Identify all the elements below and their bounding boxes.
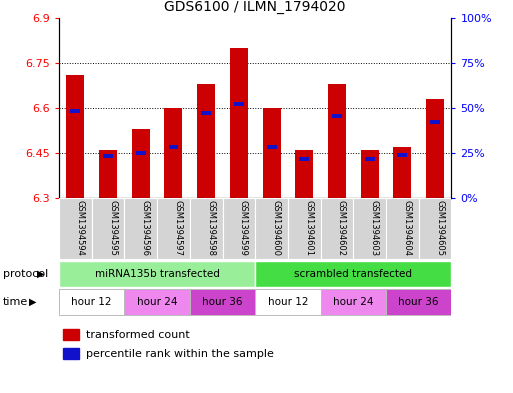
Text: GSM1394602: GSM1394602: [337, 200, 346, 256]
Bar: [267, 145, 277, 149]
Text: miRNA135b transfected: miRNA135b transfected: [95, 268, 220, 279]
Bar: [386, 289, 451, 315]
Text: percentile rank within the sample: percentile rank within the sample: [87, 349, 274, 359]
Text: time: time: [3, 297, 28, 307]
Bar: [234, 102, 244, 105]
Title: GDS6100 / ILMN_1794020: GDS6100 / ILMN_1794020: [165, 0, 346, 14]
Bar: [398, 153, 407, 157]
Text: transformed count: transformed count: [87, 330, 190, 340]
Text: ▶: ▶: [37, 268, 45, 279]
Bar: [70, 109, 81, 113]
Text: GSM1394598: GSM1394598: [206, 200, 215, 256]
Text: protocol: protocol: [3, 268, 48, 279]
Bar: [63, 329, 78, 340]
Text: GSM1394600: GSM1394600: [271, 200, 281, 256]
Bar: [255, 289, 321, 315]
Bar: [92, 198, 125, 259]
Bar: [63, 349, 78, 359]
Bar: [255, 261, 451, 286]
Bar: [230, 48, 248, 198]
Text: GSM1394594: GSM1394594: [75, 200, 84, 256]
Bar: [419, 198, 451, 259]
Bar: [353, 198, 386, 259]
Text: hour 36: hour 36: [399, 297, 439, 307]
Text: GSM1394597: GSM1394597: [173, 200, 183, 256]
Bar: [59, 198, 92, 259]
Bar: [165, 108, 183, 198]
Bar: [157, 198, 190, 259]
Bar: [168, 145, 179, 149]
Bar: [288, 198, 321, 259]
Text: GSM1394605: GSM1394605: [435, 200, 444, 256]
Text: ▶: ▶: [29, 297, 36, 307]
Bar: [321, 198, 353, 259]
Bar: [59, 289, 124, 315]
Text: scrambled transfected: scrambled transfected: [294, 268, 412, 279]
Bar: [197, 84, 215, 198]
Bar: [190, 289, 255, 315]
Bar: [295, 150, 313, 198]
Text: hour 24: hour 24: [137, 297, 177, 307]
Bar: [386, 198, 419, 259]
Text: hour 36: hour 36: [202, 297, 243, 307]
Bar: [124, 198, 157, 259]
Bar: [426, 99, 444, 198]
Text: GSM1394604: GSM1394604: [402, 200, 411, 256]
Bar: [328, 84, 346, 198]
Text: GSM1394595: GSM1394595: [108, 200, 117, 256]
Bar: [103, 154, 113, 158]
Bar: [132, 129, 150, 198]
Bar: [136, 151, 146, 155]
Bar: [99, 150, 117, 198]
Text: hour 24: hour 24: [333, 297, 373, 307]
Text: hour 12: hour 12: [268, 297, 308, 307]
Bar: [255, 198, 288, 259]
Text: hour 12: hour 12: [71, 297, 112, 307]
Bar: [393, 147, 411, 198]
Text: GSM1394603: GSM1394603: [370, 200, 379, 256]
Bar: [263, 108, 281, 198]
Bar: [124, 289, 190, 315]
Bar: [59, 261, 255, 286]
Text: GSM1394596: GSM1394596: [141, 200, 150, 256]
Bar: [430, 120, 440, 123]
Bar: [223, 198, 255, 259]
Bar: [332, 114, 342, 118]
Bar: [190, 198, 223, 259]
Bar: [66, 75, 84, 198]
Text: GSM1394601: GSM1394601: [304, 200, 313, 256]
Bar: [321, 289, 386, 315]
Bar: [201, 111, 211, 114]
Bar: [299, 157, 309, 161]
Bar: [365, 157, 374, 161]
Bar: [361, 150, 379, 198]
Text: GSM1394599: GSM1394599: [239, 200, 248, 256]
